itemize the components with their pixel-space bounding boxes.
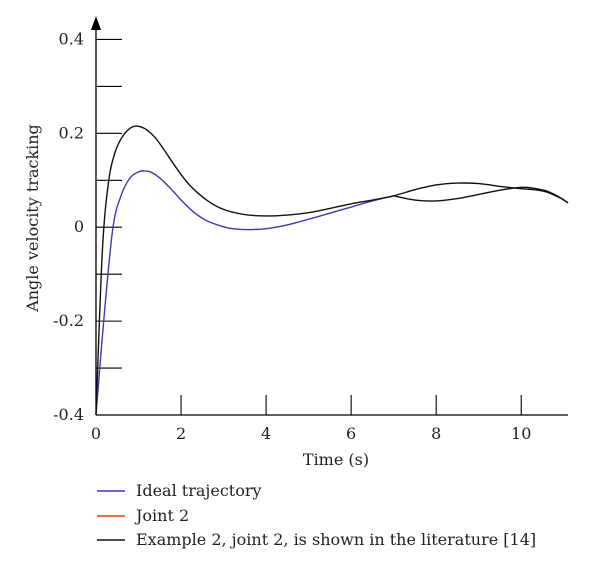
y-tick-label: -0.4 (53, 405, 84, 424)
legend-label-ideal: Ideal trajectory (136, 481, 262, 500)
x-tick-label: 2 (176, 424, 186, 443)
x-tick-label: 8 (431, 424, 441, 443)
x-tick-label: 6 (346, 424, 356, 443)
series-line-3 (393, 186, 569, 204)
series-line-0 (95, 170, 394, 416)
y-ticks: -0.4 -0.2 0 0.2 0.4 (53, 29, 122, 424)
y-tick-label: 0.2 (59, 123, 84, 142)
x-axis-label: Time (s) (303, 450, 369, 469)
y-tick-label: -0.2 (53, 311, 84, 330)
y-axis-arrow (91, 16, 101, 30)
legend: Ideal trajectory Joint 2 Example 2, join… (97, 481, 536, 549)
x-tick-label: 4 (261, 424, 271, 443)
series-line-2 (95, 125, 569, 416)
x-tick-label: 0 (91, 424, 101, 443)
y-axis-label: Angle velocity tracking (23, 124, 42, 313)
series-layer (95, 125, 569, 416)
axes (91, 16, 568, 416)
y-tick-label: 0 (74, 217, 84, 236)
legend-label-joint2: Joint 2 (134, 506, 189, 525)
x-tick-label: 10 (511, 424, 531, 443)
x-ticks: 0 2 4 6 8 10 (91, 395, 531, 443)
legend-label-example: Example 2, joint 2, is shown in the lite… (136, 530, 536, 549)
y-tick-label: 0.4 (59, 29, 84, 48)
